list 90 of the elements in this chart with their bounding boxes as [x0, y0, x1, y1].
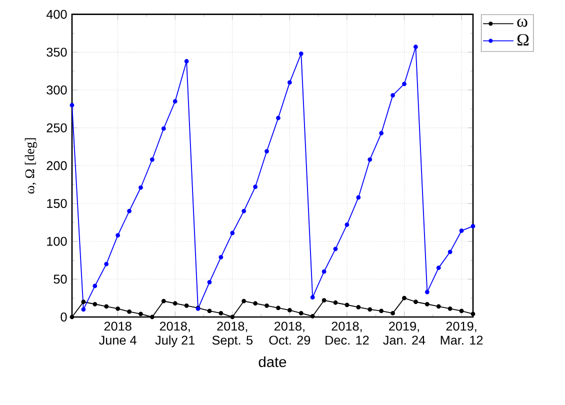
- point: [436, 304, 441, 309]
- point: [161, 126, 166, 131]
- point: [310, 295, 315, 300]
- point: [116, 306, 120, 311]
- point: [242, 208, 246, 214]
- x-tick-label: 2019, Jan. 24: [383, 322, 426, 345]
- legend-label: Ω: [517, 34, 529, 46]
- point: [104, 304, 109, 309]
- legend-label: ω: [517, 18, 528, 27]
- point: [172, 301, 178, 306]
- y-tick-label: 400: [46, 10, 67, 19]
- point: [344, 222, 350, 227]
- point: [81, 300, 86, 304]
- y-tick-label: 100: [47, 236, 67, 246]
- point: [459, 308, 464, 314]
- y-tick-label: 50: [54, 274, 67, 284]
- point: [298, 51, 304, 56]
- point: [184, 303, 189, 308]
- point: [368, 307, 372, 312]
- x-tick-label: 2018, Dec. 12: [326, 322, 369, 345]
- point: [333, 246, 338, 252]
- point: [116, 233, 120, 238]
- y-tick-label: 350: [46, 48, 67, 57]
- point: [390, 93, 396, 98]
- point: [344, 302, 350, 308]
- point: [230, 314, 235, 320]
- point: [470, 224, 476, 228]
- point: [356, 195, 361, 200]
- point: [172, 99, 178, 104]
- point: [230, 230, 235, 236]
- point: [70, 314, 74, 320]
- point: [92, 284, 98, 288]
- point: [218, 255, 224, 260]
- point: [322, 298, 326, 303]
- point: [414, 300, 418, 304]
- point: [287, 80, 292, 85]
- point: [298, 311, 304, 316]
- x-tick-label: 2018, Sept. 5: [212, 322, 253, 348]
- point: [264, 303, 269, 308]
- y-axis-title: ω, Ω [deg]: [24, 138, 38, 194]
- x-axis-title: date: [258, 356, 286, 368]
- point: [310, 314, 315, 318]
- point: [448, 306, 452, 311]
- x-tick-label: 2018, Oct. 29: [269, 322, 310, 345]
- point: [92, 302, 98, 306]
- x-tick-label: 2019, Mar. 12: [440, 322, 483, 345]
- point: [402, 296, 406, 300]
- point: [424, 302, 430, 306]
- point: [356, 304, 361, 310]
- point: [150, 157, 154, 162]
- point: [207, 308, 212, 314]
- point: [276, 116, 280, 120]
- point: [459, 228, 464, 233]
- point: [402, 82, 406, 86]
- point: [322, 269, 326, 274]
- point: [287, 308, 292, 312]
- point: [448, 250, 452, 254]
- point: [390, 311, 396, 316]
- point: [333, 300, 338, 305]
- x-tick-label: 2018 June 4: [99, 322, 136, 345]
- point: [424, 290, 430, 294]
- point: [70, 102, 74, 108]
- point: [436, 266, 441, 270]
- y-tick-label: 250: [46, 123, 67, 132]
- point: [379, 308, 384, 314]
- point: [207, 280, 212, 284]
- point: [253, 301, 258, 306]
- y-tick-label: 150: [47, 199, 67, 208]
- point: [253, 184, 258, 190]
- point: [276, 306, 280, 310]
- x-tick-label: 2018, July 21: [155, 322, 195, 348]
- point: [184, 59, 189, 64]
- y-tick-label: 0: [60, 312, 67, 322]
- point: [414, 44, 418, 50]
- point: [127, 310, 132, 314]
- point: [104, 262, 109, 266]
- point: [218, 311, 224, 316]
- point: [138, 312, 143, 316]
- point: [379, 130, 384, 136]
- point: [138, 185, 143, 190]
- y-tick-label: 200: [46, 161, 67, 170]
- point: [161, 298, 166, 304]
- point: [81, 307, 86, 312]
- point: [368, 157, 372, 162]
- point: [242, 298, 246, 304]
- y-tick-label: 300: [46, 86, 67, 94]
- point: [264, 149, 269, 154]
- point: [150, 314, 154, 320]
- point: [470, 312, 476, 316]
- point: [127, 208, 132, 214]
